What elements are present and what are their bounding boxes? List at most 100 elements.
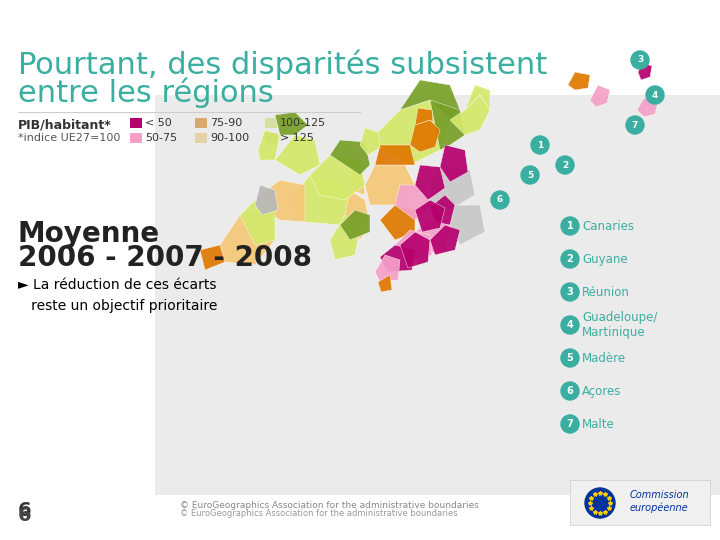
Polygon shape [395, 185, 430, 220]
Polygon shape [375, 145, 415, 165]
Text: entre les régions: entre les régions [18, 78, 274, 109]
FancyBboxPatch shape [195, 118, 207, 128]
Circle shape [556, 156, 574, 174]
Circle shape [561, 316, 579, 334]
Text: PIB/habitant*: PIB/habitant* [18, 118, 112, 131]
FancyBboxPatch shape [570, 480, 710, 525]
Circle shape [491, 191, 509, 209]
Text: 4: 4 [652, 91, 658, 99]
Polygon shape [590, 85, 610, 107]
Text: 5: 5 [527, 171, 533, 179]
Text: 100-125: 100-125 [280, 118, 326, 128]
Text: 7: 7 [567, 419, 573, 429]
FancyBboxPatch shape [265, 133, 277, 143]
Polygon shape [415, 165, 445, 200]
Polygon shape [430, 165, 475, 210]
Text: 6: 6 [18, 501, 32, 520]
Circle shape [561, 415, 579, 433]
Text: 7: 7 [632, 120, 638, 130]
Text: Guyane: Guyane [582, 253, 628, 266]
Text: *indice UE27=100: *indice UE27=100 [18, 133, 120, 143]
Text: < 50: < 50 [145, 118, 172, 128]
Polygon shape [430, 195, 455, 225]
Polygon shape [400, 80, 460, 120]
Text: 3: 3 [567, 287, 573, 297]
Polygon shape [340, 210, 370, 240]
Circle shape [531, 136, 549, 154]
Text: 75-90: 75-90 [210, 118, 242, 128]
Polygon shape [240, 200, 275, 245]
Polygon shape [350, 165, 365, 195]
Circle shape [631, 51, 649, 69]
FancyBboxPatch shape [155, 95, 720, 495]
Text: 1: 1 [567, 221, 573, 231]
Polygon shape [568, 72, 590, 90]
Polygon shape [375, 255, 400, 282]
Polygon shape [430, 225, 460, 255]
Polygon shape [290, 175, 355, 225]
FancyBboxPatch shape [130, 133, 142, 143]
Circle shape [561, 250, 579, 268]
Polygon shape [255, 185, 278, 215]
Text: Açores: Açores [582, 384, 621, 397]
Text: 90-100: 90-100 [210, 133, 249, 143]
Polygon shape [430, 100, 465, 150]
Polygon shape [370, 100, 450, 165]
Polygon shape [200, 245, 225, 270]
Text: © EuroGeographics Association for the administrative boundaries: © EuroGeographics Association for the ad… [180, 501, 479, 510]
Circle shape [585, 488, 615, 518]
Polygon shape [380, 245, 415, 272]
Polygon shape [365, 165, 415, 205]
Circle shape [626, 116, 644, 134]
Polygon shape [255, 180, 305, 222]
Polygon shape [465, 85, 490, 110]
Polygon shape [345, 190, 370, 240]
Polygon shape [330, 215, 360, 260]
Text: Malte: Malte [582, 417, 615, 430]
Text: 3: 3 [637, 56, 643, 64]
Polygon shape [450, 205, 485, 245]
Polygon shape [220, 210, 275, 265]
Text: © EuroGeographics Association for the administrative boundaries: © EuroGeographics Association for the ad… [180, 509, 458, 518]
Polygon shape [410, 120, 440, 152]
Polygon shape [310, 155, 365, 200]
Polygon shape [275, 135, 320, 175]
Text: Guadeloupe/
Martinique: Guadeloupe/ Martinique [582, 311, 657, 339]
Circle shape [561, 349, 579, 367]
Polygon shape [378, 275, 392, 292]
Circle shape [646, 86, 664, 104]
Polygon shape [638, 63, 652, 80]
Text: > 125: > 125 [280, 133, 314, 143]
Polygon shape [440, 145, 468, 182]
Text: Madère: Madère [582, 352, 626, 365]
Text: Moyenne: Moyenne [18, 220, 160, 248]
FancyBboxPatch shape [130, 118, 142, 128]
FancyBboxPatch shape [195, 133, 207, 143]
Text: 1: 1 [537, 140, 543, 150]
Text: Réunion: Réunion [582, 286, 630, 299]
Text: 5: 5 [567, 353, 573, 363]
Polygon shape [415, 108, 433, 125]
Text: 6: 6 [567, 386, 573, 396]
Circle shape [561, 217, 579, 235]
Polygon shape [275, 112, 308, 135]
Text: Commission: Commission [630, 490, 690, 500]
Circle shape [561, 283, 579, 301]
Polygon shape [415, 220, 450, 255]
Polygon shape [395, 230, 432, 262]
Text: 2: 2 [562, 160, 568, 170]
Text: Canaries: Canaries [582, 219, 634, 233]
Circle shape [561, 382, 579, 400]
Polygon shape [258, 130, 280, 160]
Text: Pourtant, des disparités subsistent: Pourtant, des disparités subsistent [18, 50, 547, 80]
Polygon shape [360, 128, 380, 155]
Polygon shape [330, 140, 370, 175]
Polygon shape [450, 95, 490, 135]
Text: 2006 - 2007 - 2008: 2006 - 2007 - 2008 [18, 244, 312, 272]
Polygon shape [400, 232, 430, 268]
FancyBboxPatch shape [265, 118, 277, 128]
Text: 6: 6 [18, 506, 32, 525]
Text: 50-75: 50-75 [145, 133, 177, 143]
Polygon shape [380, 205, 415, 240]
Polygon shape [415, 200, 445, 232]
